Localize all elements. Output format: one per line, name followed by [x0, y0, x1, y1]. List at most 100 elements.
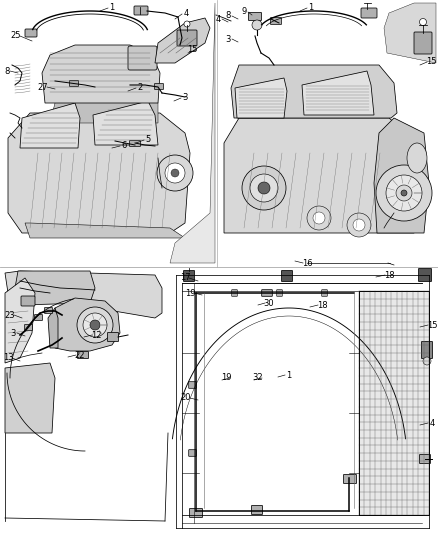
Text: 12: 12 [91, 330, 101, 340]
Circle shape [250, 174, 278, 202]
Text: 15: 15 [187, 45, 197, 54]
FancyBboxPatch shape [78, 351, 88, 359]
FancyBboxPatch shape [45, 308, 53, 313]
Circle shape [386, 175, 422, 211]
FancyBboxPatch shape [421, 342, 432, 359]
Polygon shape [155, 18, 210, 63]
FancyBboxPatch shape [232, 290, 237, 296]
Circle shape [420, 19, 427, 26]
Circle shape [83, 313, 107, 337]
Text: 22: 22 [75, 351, 85, 359]
Text: 4: 4 [184, 10, 189, 19]
FancyBboxPatch shape [271, 18, 282, 25]
Text: 19: 19 [185, 288, 195, 297]
Polygon shape [5, 278, 35, 363]
Circle shape [242, 166, 286, 210]
Circle shape [396, 185, 412, 201]
Text: 16: 16 [302, 259, 312, 268]
Text: 19: 19 [221, 374, 231, 383]
FancyBboxPatch shape [414, 32, 432, 54]
Circle shape [90, 320, 100, 330]
FancyBboxPatch shape [107, 333, 119, 342]
Circle shape [252, 20, 262, 30]
FancyBboxPatch shape [190, 508, 202, 518]
Circle shape [184, 21, 190, 27]
Text: 5: 5 [145, 135, 151, 144]
Circle shape [157, 155, 193, 191]
Text: 3: 3 [182, 93, 188, 102]
Text: 20: 20 [181, 393, 191, 402]
Polygon shape [8, 113, 190, 233]
Text: 23: 23 [5, 311, 15, 319]
Circle shape [77, 307, 113, 343]
FancyBboxPatch shape [130, 141, 141, 147]
Circle shape [165, 163, 185, 183]
Circle shape [423, 357, 431, 365]
Polygon shape [42, 45, 160, 103]
FancyBboxPatch shape [177, 30, 197, 46]
Text: 18: 18 [317, 301, 327, 310]
Text: 1: 1 [286, 370, 292, 379]
Text: 32: 32 [253, 374, 263, 383]
FancyBboxPatch shape [155, 84, 163, 90]
FancyBboxPatch shape [134, 6, 148, 15]
Text: 8: 8 [4, 67, 10, 76]
Text: 15: 15 [426, 58, 436, 67]
FancyBboxPatch shape [321, 290, 327, 296]
Text: 4: 4 [215, 14, 221, 23]
FancyBboxPatch shape [189, 382, 196, 389]
Polygon shape [374, 118, 429, 233]
Text: 2: 2 [138, 84, 143, 93]
FancyBboxPatch shape [248, 12, 261, 20]
Text: 27: 27 [38, 83, 48, 92]
Circle shape [376, 165, 432, 221]
Polygon shape [50, 78, 158, 123]
FancyBboxPatch shape [25, 325, 32, 330]
FancyBboxPatch shape [361, 8, 377, 18]
Polygon shape [25, 223, 185, 238]
Text: 8: 8 [225, 12, 231, 20]
FancyBboxPatch shape [261, 290, 272, 296]
Circle shape [401, 190, 407, 196]
Polygon shape [224, 118, 424, 233]
Polygon shape [93, 101, 158, 145]
FancyBboxPatch shape [128, 46, 157, 70]
Text: 3: 3 [225, 35, 231, 44]
Polygon shape [384, 3, 436, 63]
FancyBboxPatch shape [184, 271, 194, 281]
Text: 15: 15 [427, 320, 437, 329]
Ellipse shape [407, 143, 427, 173]
FancyBboxPatch shape [25, 29, 37, 37]
FancyBboxPatch shape [420, 455, 431, 464]
Circle shape [307, 206, 331, 230]
FancyBboxPatch shape [282, 271, 293, 281]
Polygon shape [52, 298, 120, 351]
Circle shape [171, 169, 179, 177]
Text: 13: 13 [3, 353, 13, 362]
FancyBboxPatch shape [277, 290, 283, 296]
Text: 17: 17 [180, 273, 191, 282]
FancyBboxPatch shape [418, 269, 431, 281]
Circle shape [258, 182, 270, 194]
FancyBboxPatch shape [35, 314, 42, 320]
Text: 9: 9 [241, 7, 247, 17]
FancyBboxPatch shape [21, 296, 35, 306]
Text: 1: 1 [110, 3, 115, 12]
Polygon shape [170, 3, 215, 263]
Polygon shape [235, 78, 287, 118]
Text: 25: 25 [11, 31, 21, 41]
Bar [359, 291, 429, 515]
Polygon shape [302, 71, 374, 115]
FancyBboxPatch shape [70, 80, 78, 86]
Polygon shape [5, 363, 55, 433]
FancyBboxPatch shape [189, 450, 196, 456]
Text: 1: 1 [308, 4, 314, 12]
Polygon shape [15, 271, 95, 305]
Text: 3: 3 [11, 328, 16, 337]
Text: 4: 4 [429, 418, 434, 427]
Text: 6: 6 [121, 141, 127, 150]
Circle shape [347, 213, 371, 237]
FancyBboxPatch shape [343, 474, 357, 483]
Polygon shape [20, 103, 80, 148]
Circle shape [353, 219, 365, 231]
